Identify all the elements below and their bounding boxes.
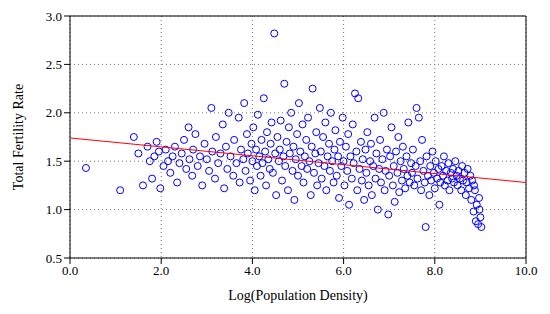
svg-text:Log(Population Density): Log(Population Density)	[228, 288, 368, 304]
svg-text:2.0: 2.0	[153, 263, 169, 278]
svg-text:0.0: 0.0	[62, 263, 78, 278]
svg-text:10.0: 10.0	[515, 263, 538, 278]
svg-text:3.0: 3.0	[46, 9, 62, 24]
svg-text:6.0: 6.0	[335, 263, 351, 278]
svg-text:2.5: 2.5	[46, 57, 62, 72]
svg-text:8.0: 8.0	[427, 263, 443, 278]
svg-text:Total Fertility Rate: Total Fertility Rate	[11, 84, 26, 190]
svg-text:1.5: 1.5	[46, 154, 62, 169]
svg-text:0.5: 0.5	[46, 251, 62, 266]
svg-text:1.0: 1.0	[46, 202, 62, 217]
svg-text:2.0: 2.0	[46, 105, 62, 120]
svg-text:4.0: 4.0	[244, 263, 260, 278]
